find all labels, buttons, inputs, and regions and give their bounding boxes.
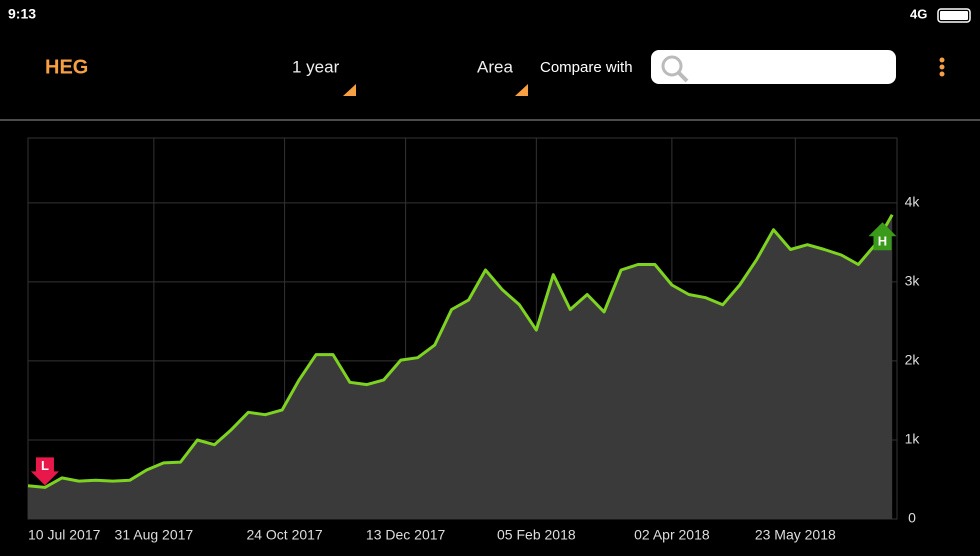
search-box[interactable] [651,50,896,84]
area-fill [28,214,893,519]
chart: 0 1k 2k 3k 4k 10 Jul 2017 31 Aug 2017 24 Oct 20… [27,137,921,543]
network: 4G [910,6,927,21]
y-tick-label: 3k [905,273,921,289]
x-tick-label: 02 Apr 2018 [634,527,710,543]
x-tick-label: 10 Jul 2017 [28,527,101,543]
y-tick-label: 1k [905,431,921,447]
x-tick-label: 05 Feb 2018 [497,527,576,543]
y-tick-label: 0 [908,510,916,526]
menu[interactable] [939,57,945,63]
menu [939,64,945,70]
x-tick-label: 23 May 2018 [755,527,836,543]
battery [937,8,971,23]
search-icon [677,71,689,83]
dropdown-arrow [343,84,356,96]
symbol[interactable]: HEG [45,56,88,78]
low-marker-label: L [41,458,49,473]
dropdown-arrow [515,84,528,96]
x-tick-label: 24 Oct 2017 [246,527,322,543]
y-tick-label: 4k [905,194,921,210]
high-marker [868,222,897,251]
price-line [27,213,894,489]
y-tick-label: 2k [905,352,921,368]
style-select[interactable]: Area [477,57,513,76]
search-icon [661,55,683,77]
menu [939,71,945,77]
period-select[interactable]: 1 year [292,57,340,76]
low-marker [30,457,59,486]
x-tick-label: 13 Dec 2017 [366,527,446,543]
high-marker-label: H [878,234,887,249]
x-tick-label: 31 Aug 2017 [115,527,194,543]
battery-level [940,11,968,20]
clock: 9:13 [8,6,36,22]
compare-label: Compare with [540,59,633,76]
